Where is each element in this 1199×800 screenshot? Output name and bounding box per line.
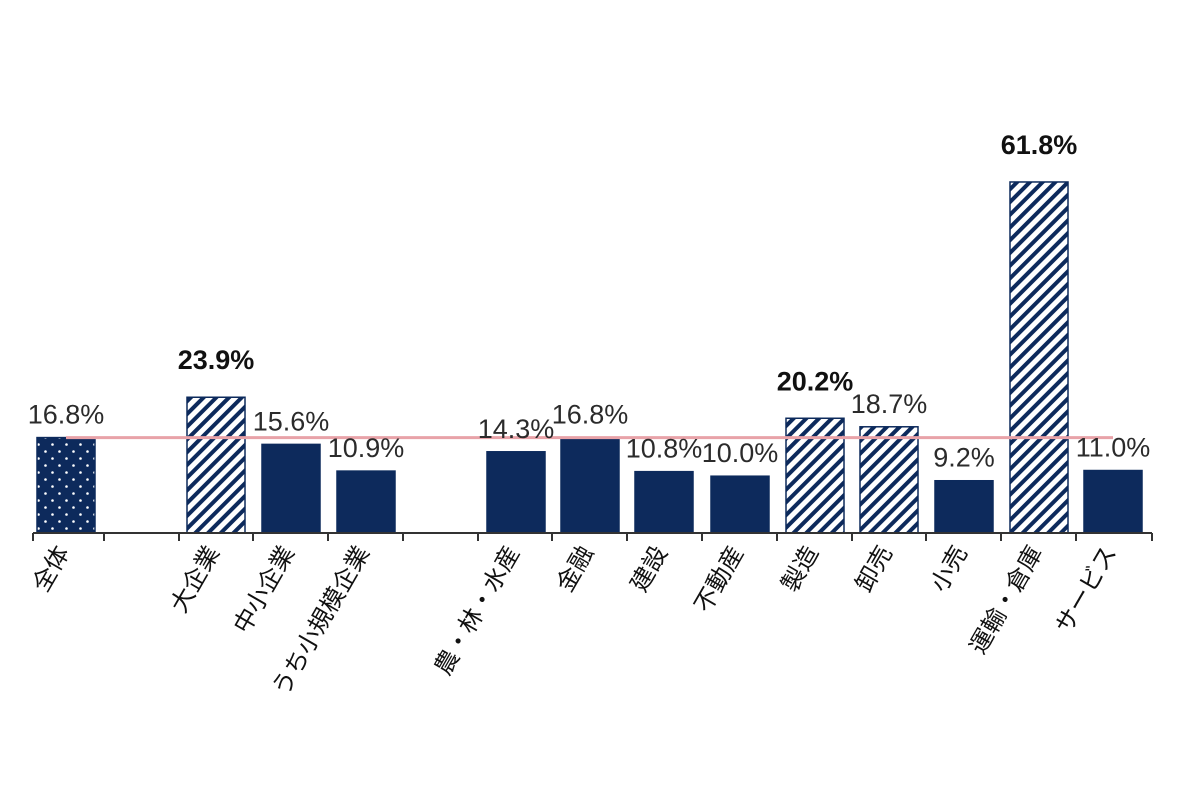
bar-2 xyxy=(261,443,321,534)
value-label-8: 20.2% xyxy=(777,366,854,396)
bar-7 xyxy=(710,475,770,534)
category-label-9: 卸売 xyxy=(850,541,898,597)
bar-0 xyxy=(36,436,96,534)
category-label-5: 金融 xyxy=(551,541,599,597)
value-label-11: 61.8% xyxy=(1001,130,1078,160)
x-axis xyxy=(32,532,1153,541)
category-label-11: 運輸・倉庫 xyxy=(964,541,1048,659)
bar-1 xyxy=(186,396,246,534)
bar-11 xyxy=(1009,181,1069,534)
category-label-8: 製造 xyxy=(776,541,824,597)
category-label-4: 農・林・水産 xyxy=(429,541,525,680)
category-label-7: 不動産 xyxy=(689,541,749,617)
value-label-5: 16.8% xyxy=(552,400,629,430)
bar-3 xyxy=(336,470,396,534)
value-label-12: 11.0% xyxy=(1076,433,1151,463)
value-label-10: 9.2% xyxy=(933,443,995,473)
category-label-1: 大企業 xyxy=(165,541,225,617)
bar-9 xyxy=(859,426,919,534)
value-label-3: 10.9% xyxy=(328,433,405,463)
value-label-1: 23.9% xyxy=(178,345,255,375)
value-label-4: 14.3% xyxy=(478,414,555,444)
bar-12 xyxy=(1083,469,1143,534)
category-label-10: 小売 xyxy=(925,541,973,597)
bar-4 xyxy=(486,451,546,534)
bar-10 xyxy=(934,479,994,534)
category-label-2: 中小企業 xyxy=(228,541,300,638)
value-labels-layer: 16.8%23.9%15.6%10.9%14.3%16.8%10.8% 10.0%… xyxy=(28,130,1151,473)
value-label-9: 18.7% xyxy=(851,389,928,419)
value-label-2: 15.6% xyxy=(253,406,330,436)
category-label-6: 建設 xyxy=(625,541,673,597)
category-label-0: 全体 xyxy=(27,541,75,597)
bar-6 xyxy=(634,470,694,534)
bars-layer xyxy=(36,181,1143,534)
bar-5 xyxy=(560,436,620,534)
category-label-12: サービス xyxy=(1050,541,1122,638)
value-label-0: 16.8% xyxy=(28,400,105,430)
bar-8 xyxy=(785,417,845,534)
value-label-6: 10.8% xyxy=(626,434,703,464)
value-label-7: 10.0% xyxy=(702,438,779,468)
